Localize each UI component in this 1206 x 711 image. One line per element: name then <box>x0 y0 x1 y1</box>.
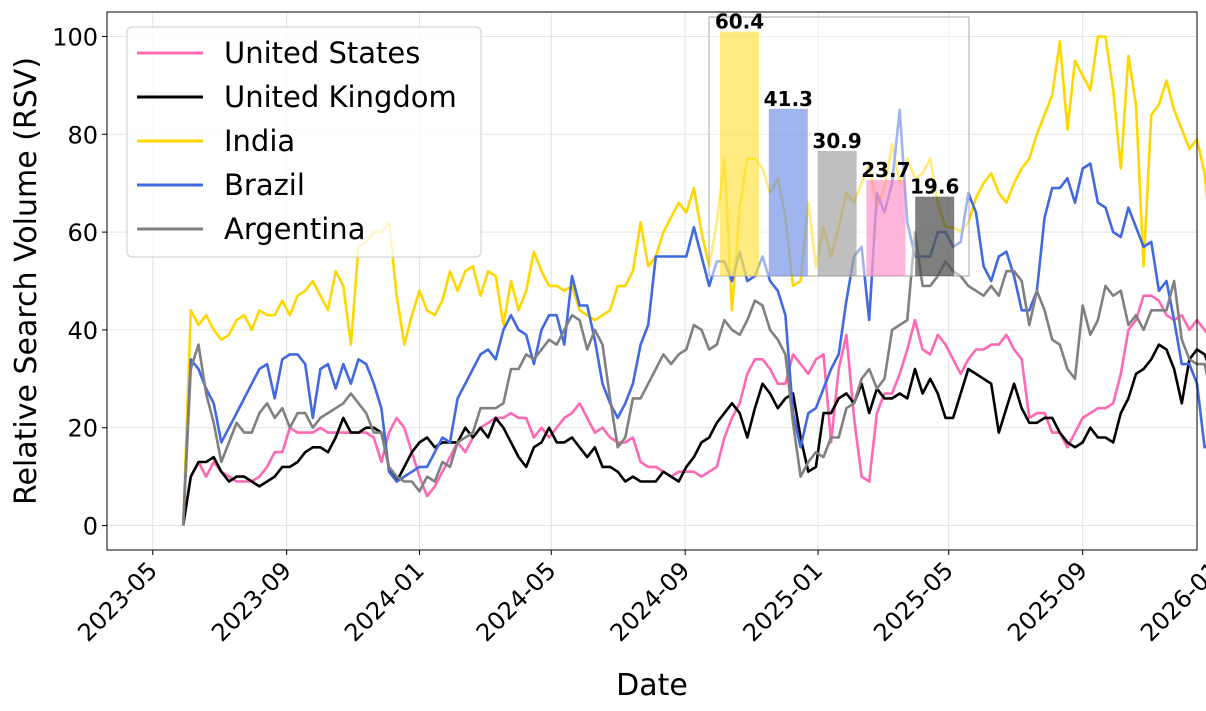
inset-bar-brazil <box>768 108 808 276</box>
legend-entry-india: India <box>137 124 295 158</box>
y-axis-ticks: 0 20 40 60 80 100 <box>52 23 107 541</box>
y-tick-label: 100 <box>52 23 98 51</box>
x-tick-label: 2023-05 <box>72 556 163 647</box>
inset-bar-india <box>720 31 759 276</box>
x-tick-label: 2025-09 <box>1002 556 1093 647</box>
x-tick-label: 2025-01 <box>738 556 829 647</box>
x-tick-label: 2024-05 <box>471 556 562 647</box>
series-line-brazil <box>181 108 1206 526</box>
inset-bar-value-label: 30.9 <box>812 129 861 153</box>
legend-label: United States <box>224 36 420 70</box>
x-tick-label: 2024-09 <box>605 556 696 647</box>
inset-bar-united-states <box>866 180 906 276</box>
series-line-argentina <box>181 230 1206 526</box>
x-tick-label: 2023-09 <box>206 556 297 647</box>
legend-label: Argentina <box>224 212 365 246</box>
legend: United States United Kingdom India Brazi… <box>126 26 482 258</box>
x-axis-ticks: 2023-05 2023-09 2024-01 2024-05 2024-09 2025-… <box>72 550 1206 647</box>
y-tick-label: 20 <box>67 415 98 443</box>
x-axis-label: Date <box>616 668 688 703</box>
legend-label: Brazil <box>224 168 305 202</box>
inset-bars: 60.4 41.3 30.923.719.6 <box>715 10 959 276</box>
x-tick-label: 2025-05 <box>868 556 959 647</box>
legend-entry-brazil: Brazil <box>137 168 305 202</box>
inset-bar-value-label: 60.4 <box>715 10 764 34</box>
inset-bar-value-label: 19.6 <box>910 175 959 199</box>
legend-entry-united-kingdom: United Kingdom <box>137 80 457 114</box>
y-tick-label: 40 <box>67 317 98 345</box>
y-tick-label: 80 <box>67 121 98 149</box>
legend-frame <box>126 26 482 258</box>
x-tick-label: 2026-01 <box>1135 556 1206 647</box>
legend-entry-argentina: Argentina <box>137 212 365 246</box>
legend-label: India <box>224 124 295 158</box>
y-tick-label: 60 <box>67 219 98 247</box>
series-line-united-states <box>181 294 1206 526</box>
series-line-united-kingdom <box>181 343 1206 526</box>
y-axis-label: Relative Search Volume (RSV) <box>9 57 44 505</box>
inset-bar-argentina <box>817 150 857 276</box>
inset-bar-value-label: 41.3 <box>764 87 813 111</box>
legend-label: United Kingdom <box>224 80 457 114</box>
inset-bar-value-label: 23.7 <box>861 158 910 182</box>
legend-entry-united-states: United States <box>137 36 420 70</box>
plot-frame <box>106 11 1198 551</box>
inset-bar-united-kingdom <box>915 196 955 276</box>
y-tick-label: 0 <box>83 513 98 541</box>
inset-bar-chart: 60.4 41.3 30.923.719.6 <box>708 10 970 277</box>
x-tick-label: 2024-01 <box>339 556 430 647</box>
